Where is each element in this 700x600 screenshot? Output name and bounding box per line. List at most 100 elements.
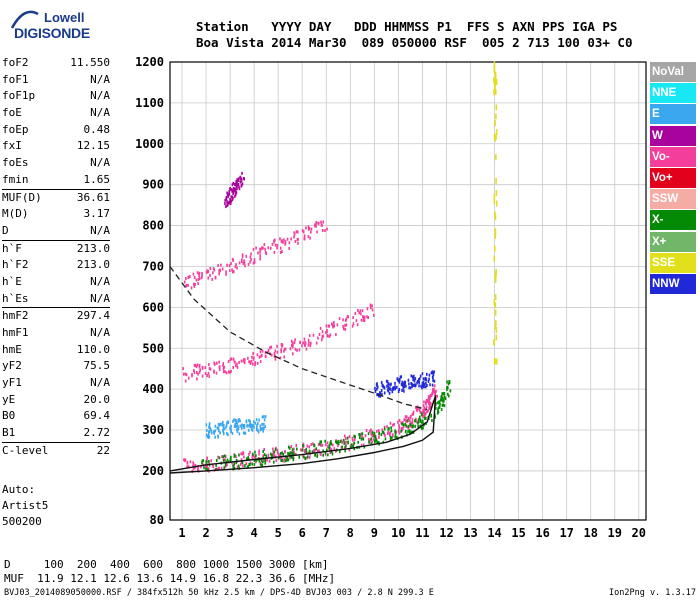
echo-point xyxy=(349,445,352,449)
echo-point xyxy=(207,434,209,438)
echo-point xyxy=(290,444,293,448)
echo-point xyxy=(284,459,287,463)
echo-point xyxy=(322,220,324,224)
param-row: fmin 1.65 xyxy=(2,172,110,189)
param-row: foF2 11.550 xyxy=(2,55,110,72)
echo-point xyxy=(395,435,398,439)
echo-point xyxy=(210,431,213,435)
echo-point xyxy=(411,412,414,416)
echo-point xyxy=(446,387,448,391)
echo-point xyxy=(438,400,441,404)
echo-point xyxy=(247,464,250,468)
echo-point xyxy=(324,451,327,455)
echo-point xyxy=(422,426,424,430)
echo-point xyxy=(370,442,372,446)
echo-point xyxy=(232,365,235,369)
param-row: h`F2 213.0 xyxy=(2,257,110,274)
echo-point xyxy=(344,327,347,331)
echo-point xyxy=(374,436,377,440)
echo-point xyxy=(383,425,386,429)
echo-point xyxy=(368,437,370,441)
echo-point xyxy=(343,441,345,445)
echo-point xyxy=(248,419,250,423)
echo-point xyxy=(196,377,198,381)
echo-point xyxy=(198,365,201,369)
echo-point xyxy=(344,449,346,453)
echo-point xyxy=(390,426,392,430)
echo-point xyxy=(303,337,306,341)
echo-point xyxy=(207,276,210,280)
echo-point xyxy=(264,250,267,254)
echo-point xyxy=(259,250,261,254)
echo-point xyxy=(249,420,251,424)
echo-point xyxy=(418,415,421,419)
echo-point xyxy=(258,355,261,359)
echo-point xyxy=(294,239,297,243)
echo-point xyxy=(330,322,333,326)
param-value: N/A xyxy=(90,223,110,237)
echo-point xyxy=(412,384,414,388)
echo-point xyxy=(187,275,190,279)
echo-point xyxy=(239,424,242,428)
echo-point xyxy=(222,429,224,433)
echo-point xyxy=(495,358,498,365)
echo-point xyxy=(424,412,427,416)
echo-point xyxy=(294,338,296,342)
echo-point xyxy=(235,191,238,195)
echo-point xyxy=(183,458,185,462)
echo-point xyxy=(194,363,197,367)
param-row: hmF1 N/A xyxy=(2,325,110,342)
param-value: 0.48 xyxy=(83,122,111,136)
echo-point xyxy=(412,377,415,381)
echo-point xyxy=(382,431,385,435)
echo-point xyxy=(411,385,413,389)
echo-point xyxy=(196,468,199,472)
echo-point xyxy=(215,464,217,468)
param-row: fxI 12.15 xyxy=(2,138,110,155)
echo-point xyxy=(292,345,294,349)
echo-point xyxy=(233,360,236,364)
echo-point xyxy=(241,461,244,465)
echo-point xyxy=(198,276,201,280)
echo-point xyxy=(249,425,252,429)
echo-point xyxy=(256,361,259,365)
echo-point xyxy=(305,450,308,454)
echo-point xyxy=(239,419,241,423)
echo-point xyxy=(261,246,263,250)
electron-density-profile xyxy=(169,395,437,474)
echo-point xyxy=(494,75,497,82)
echo-point xyxy=(424,414,426,418)
echo-point xyxy=(208,363,210,367)
echo-point xyxy=(303,455,305,459)
echo-point xyxy=(255,454,257,458)
y-tick-label: 80 xyxy=(150,513,164,527)
echo-point xyxy=(231,257,234,261)
echo-point xyxy=(227,201,230,205)
echo-point xyxy=(495,113,497,120)
echo-point xyxy=(327,453,329,457)
echo-point xyxy=(378,435,380,439)
echo-point xyxy=(258,452,260,456)
echo-point xyxy=(254,421,257,425)
echo-point xyxy=(400,383,403,387)
echo-point xyxy=(335,441,338,445)
echo-point xyxy=(494,309,497,316)
echo-point xyxy=(291,341,294,345)
echo-point xyxy=(313,443,316,447)
echo-point xyxy=(284,240,287,244)
echo-point xyxy=(232,419,234,423)
echo-point xyxy=(218,360,220,364)
y-tick-label: 900 xyxy=(142,178,164,192)
echo-point xyxy=(227,420,229,424)
echo-point xyxy=(250,423,253,427)
echo-point xyxy=(221,422,223,426)
echo-point xyxy=(224,202,226,206)
echo-point xyxy=(217,422,220,426)
echo-point xyxy=(201,365,204,369)
y-tick-label: 700 xyxy=(142,259,164,273)
echo-point xyxy=(236,182,238,186)
echo-point xyxy=(206,428,208,432)
param-value: 12.15 xyxy=(76,139,110,153)
echo-point xyxy=(184,372,187,376)
echo-point xyxy=(348,448,351,452)
